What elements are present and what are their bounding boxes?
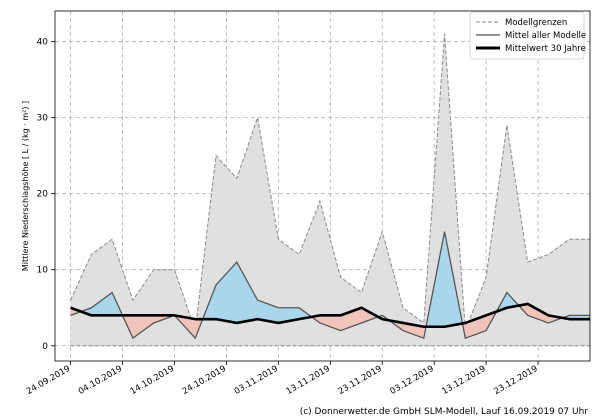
y-axis-label: Mittlere Niederschlagshöhe [ L / (kg · m… [21,101,30,271]
x-tick-label: 13.12.2019 [440,364,487,397]
x-tick-label: 23.12.2019 [492,364,539,397]
y-tick-label: 10 [37,266,49,276]
x-tick-label: 14.10.2019 [129,364,176,397]
x-tick-label: 03.12.2019 [389,364,436,397]
legend-label-range: Modellgrenzen [505,18,567,28]
y-tick-label: 0 [42,342,48,352]
above-normal-area [236,262,258,323]
series-lines [70,231,590,340]
x-tick-label: 04.10.2019 [77,364,124,397]
below-normal-area [319,315,341,331]
x-tick-label: 23.11.2019 [337,364,384,397]
y-axis-ticks: 0 10 20 30 40 [37,37,55,352]
x-tick-label: 13.11.2019 [285,364,332,397]
legend: Modellgrenzen Mittel aller Modelle Mitte… [469,11,586,60]
below-normal-area [340,307,362,331]
model-range-upper-line [70,33,590,331]
below-normal-area [361,307,379,323]
below-normal-area [527,303,549,323]
model-range-fill [70,33,591,346]
above-normal-area [257,300,279,323]
credit-text: (c) Donnerwetter.de GmbH SLM-Modell, Lau… [300,407,589,417]
below-normal-area [132,315,154,339]
x-tick-label: 24.10.2019 [181,364,228,397]
plot-frame [54,10,591,362]
y-tick-label: 20 [37,190,49,200]
climate-mean-30y-line [70,302,590,329]
x-axis-ticks: 24.09.2019 04.10.2019 14.10.2019 24.10.2019… [25,361,540,397]
model-range-area [70,33,591,347]
mean-all-models-line [70,231,590,340]
legend-label-mean: Mittel aller Modelle [505,31,586,41]
above-normal-area [91,292,113,316]
x-tick-label: 03.11.2019 [233,364,280,397]
y-tick-label: 40 [37,37,49,47]
legend-label-climate: Mittelwert 30 Jahre [505,44,586,54]
x-tick-label: 24.09.2019 [25,364,72,397]
above-normal-area [216,262,237,323]
y-tick-label: 30 [37,114,49,124]
